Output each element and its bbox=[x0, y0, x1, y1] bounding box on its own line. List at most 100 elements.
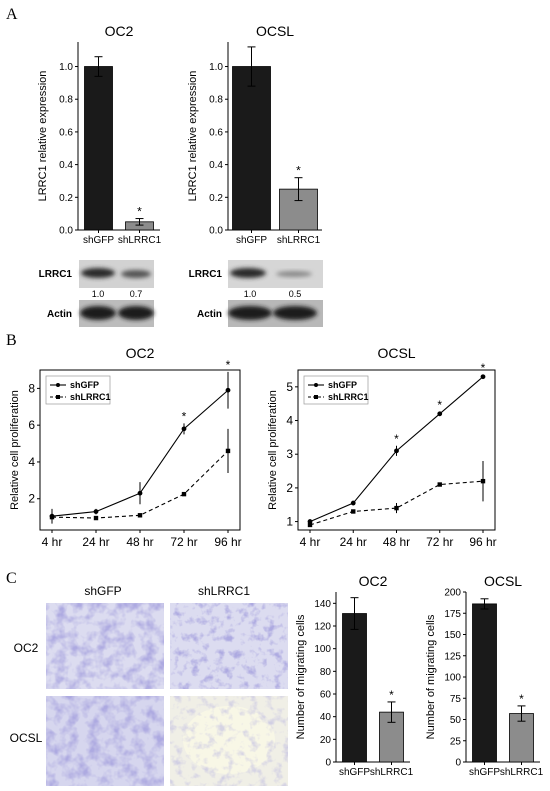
chart-b-ocsl-proliferation: OCSL 1 2 3 4 5 4 hr 24 hr 48 hr 72 hr 96 hr Relativ… bbox=[267, 345, 497, 549]
y-tick-label: 1 bbox=[286, 515, 293, 529]
blot-label-loading: Actin bbox=[197, 309, 222, 320]
blot-value: 1.0 bbox=[92, 289, 105, 299]
x-tick-label: shLRRC1 bbox=[370, 767, 414, 778]
y-axis-label: Number of migrating cells bbox=[295, 614, 307, 739]
chart-title: OC2 bbox=[126, 345, 155, 361]
panel-letter-a: A bbox=[6, 6, 18, 23]
data-point-shLRRC1 bbox=[437, 482, 442, 487]
blot-band bbox=[273, 306, 317, 320]
y-tick-label: 140 bbox=[314, 599, 331, 610]
significance-marker: * bbox=[394, 432, 399, 446]
x-tick-label: shGFP bbox=[83, 235, 114, 246]
data-point-shGFP bbox=[93, 509, 99, 515]
data-point-shLRRC1 bbox=[480, 478, 486, 484]
blot-band bbox=[230, 268, 266, 278]
chart-a-oc2-expression: OC2 0.0 0.2 0.4 0.6 0.8 1.0 LRRC1 relative expr… bbox=[37, 23, 162, 246]
y-tick-label: 3 bbox=[286, 447, 293, 461]
significance-marker: * bbox=[437, 398, 442, 412]
panel-letter-b: B bbox=[6, 332, 17, 349]
blot-value: 0.5 bbox=[289, 289, 302, 299]
y-tick-label: 1.0 bbox=[59, 62, 73, 73]
x-tick-label: 96 hr bbox=[214, 535, 241, 549]
bar-shGFP bbox=[472, 603, 497, 763]
y-tick-label: 8 bbox=[28, 381, 35, 395]
x-tick-label: 24 hr bbox=[340, 535, 367, 549]
data-point-shGFP bbox=[181, 426, 187, 432]
data-point-shGFP bbox=[394, 448, 399, 454]
chart-title: OCSL bbox=[484, 573, 522, 589]
y-tick-label: 0.4 bbox=[59, 160, 73, 171]
y-tick-label: 40 bbox=[320, 712, 332, 723]
y-tick-label: 0.0 bbox=[59, 226, 73, 237]
chart-b-oc2-proliferation: OC2 2 4 6 8 4 hr 24 hr 48 hr 72 hr 96 hr Relative … bbox=[9, 345, 242, 549]
y-tick-label: 4 bbox=[28, 455, 35, 469]
y-tick-label: 120 bbox=[314, 622, 331, 633]
y-tick-label: 0.2 bbox=[59, 193, 73, 204]
y-tick-label: 2 bbox=[28, 492, 35, 506]
western-blot-ocsl: LRRC1 1.0 0.5 Actin bbox=[189, 260, 323, 327]
blot-band bbox=[121, 270, 151, 278]
data-point-shLRRC1 bbox=[394, 505, 399, 511]
blot-band bbox=[80, 306, 116, 320]
legend-label: shLRRC1 bbox=[70, 392, 111, 402]
data-point-shGFP bbox=[350, 500, 356, 506]
legend-marker bbox=[56, 383, 60, 387]
significance-marker: * bbox=[137, 205, 142, 219]
y-tick-label: 100 bbox=[444, 673, 461, 684]
y-tick-label: 200 bbox=[444, 588, 461, 599]
y-axis-label: LRRC1 relative expression bbox=[187, 71, 199, 202]
y-tick-label: 25 bbox=[450, 736, 462, 747]
data-point-shLRRC1 bbox=[307, 522, 313, 528]
series-line-shLRRC1 bbox=[309, 480, 484, 526]
chart-title: OCSL bbox=[377, 345, 415, 361]
legend-marker bbox=[314, 383, 318, 387]
chart-c-oc2-migration: OC2 0 20 40 60 80 100 120 140 Number of migrating… bbox=[295, 573, 414, 778]
x-tick-label: shGFP bbox=[236, 235, 267, 246]
legend-box bbox=[303, 375, 369, 405]
chart-title: OC2 bbox=[359, 573, 388, 589]
blot-label-loading: Actin bbox=[47, 309, 72, 320]
panel-letter-c: C bbox=[6, 570, 17, 587]
y-tick-label: 125 bbox=[444, 651, 461, 662]
legend-label: shGFP bbox=[328, 380, 357, 390]
x-tick-label: shLRRC1 bbox=[277, 235, 321, 246]
x-tick-label: shGFP bbox=[469, 767, 500, 778]
legend-label: shLRRC1 bbox=[328, 392, 369, 402]
chart-title: OCSL bbox=[256, 23, 294, 39]
significance-marker: * bbox=[296, 164, 301, 178]
chart-a-ocsl-expression: OCSL 0.0 0.2 0.4 0.6 0.8 1.0 LRRC1 relative exp… bbox=[187, 23, 322, 246]
legend-box bbox=[45, 375, 111, 405]
y-tick-label: 0.4 bbox=[209, 160, 223, 171]
data-point-shLRRC1 bbox=[181, 491, 187, 497]
significance-marker: * bbox=[389, 688, 394, 702]
y-tick-label: 2 bbox=[286, 481, 293, 495]
y-tick-label: 175 bbox=[444, 609, 461, 620]
blot-band bbox=[81, 268, 115, 278]
data-point-shLRRC1 bbox=[93, 515, 99, 521]
y-tick-label: 0.6 bbox=[59, 127, 73, 138]
x-tick-label: 96 hr bbox=[469, 535, 496, 549]
y-tick-label: 0.2 bbox=[209, 193, 223, 204]
y-tick-label: 20 bbox=[320, 735, 332, 746]
series-line-shLRRC1 bbox=[51, 450, 229, 519]
blot-label-target: LRRC1 bbox=[39, 269, 73, 280]
blot-band bbox=[228, 306, 272, 320]
significance-marker: * bbox=[182, 409, 187, 423]
micrograph-row-label: OC2 bbox=[14, 641, 39, 655]
y-tick-label: 4 bbox=[286, 414, 293, 428]
y-tick-label: 0 bbox=[325, 758, 331, 769]
y-tick-label: 50 bbox=[450, 715, 462, 726]
bar-shGFP bbox=[342, 613, 367, 763]
blot-band bbox=[276, 271, 312, 277]
micrograph-texture bbox=[46, 603, 164, 689]
significance-marker: * bbox=[226, 358, 231, 372]
y-tick-label: 100 bbox=[314, 644, 331, 655]
blot-label-target: LRRC1 bbox=[189, 269, 223, 280]
x-tick-label: 4 hr bbox=[300, 535, 321, 549]
y-tick-label: 75 bbox=[450, 694, 462, 705]
blot-value: 0.7 bbox=[130, 289, 143, 299]
y-tick-label: 0.8 bbox=[59, 95, 73, 106]
data-point-shGFP bbox=[225, 387, 231, 393]
data-point-shGFP bbox=[437, 411, 443, 417]
x-tick-label: 48 hr bbox=[126, 535, 153, 549]
